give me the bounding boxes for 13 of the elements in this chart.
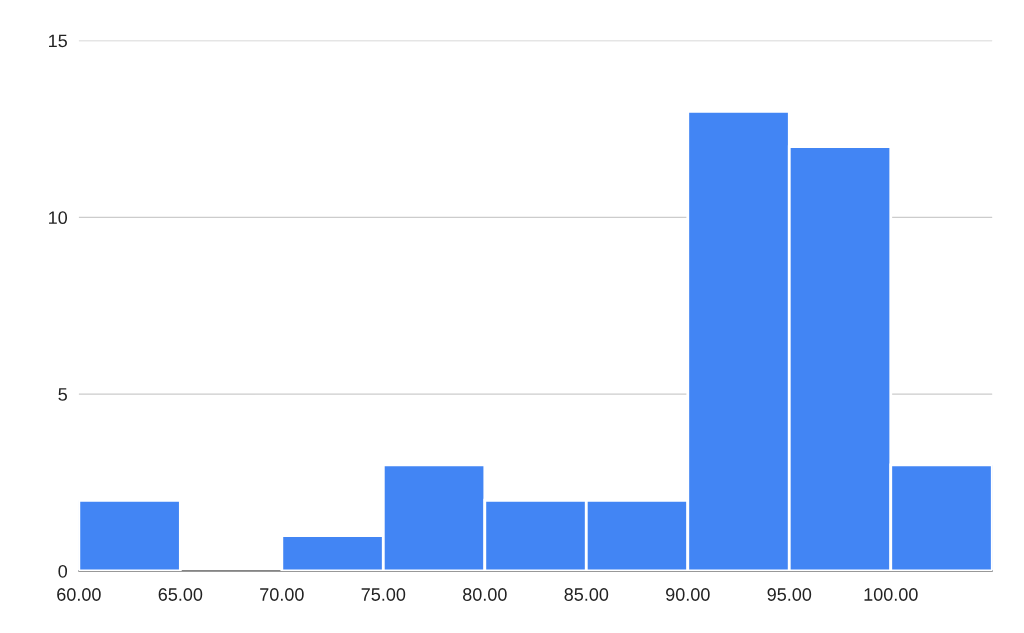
x-tick-label: 60.00 [57,588,101,601]
x-tick-label: 90.00 [666,588,710,601]
x-tick-label: 70.00 [260,588,304,601]
x-tick-label: 80.00 [463,588,507,601]
x-tick-label: 85.00 [564,588,609,601]
x-tick-label: 95.00 [767,588,812,601]
y-tick-label: 5 [58,388,67,401]
y-tick-label: 0 [58,564,68,578]
x-tick-label: 100.00 [864,588,918,601]
x-tick-label: 75.00 [361,588,406,601]
y-tick-label: 10 [49,211,68,225]
x-tick-label: 65.00 [158,588,203,601]
y-tick-label: 15 [49,34,67,48]
